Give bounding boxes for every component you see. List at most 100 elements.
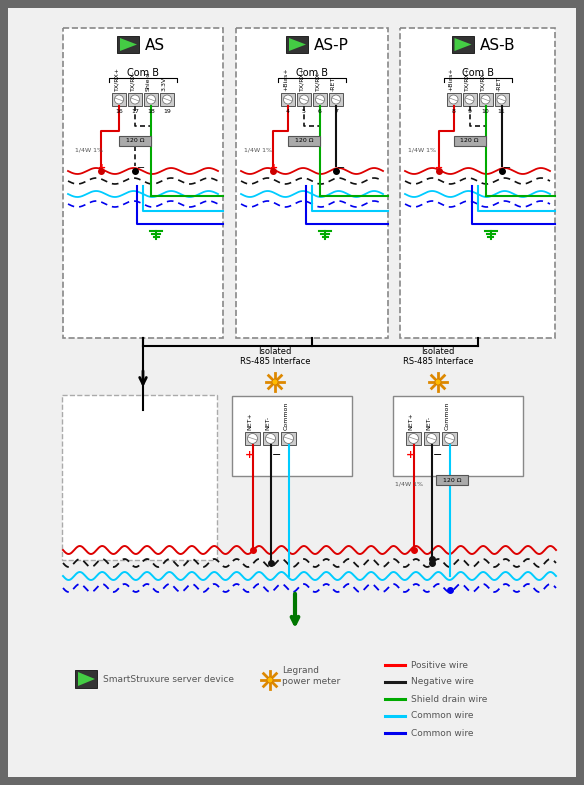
Bar	[393, 396, 523, 476]
Text: TX/RX+: TX/RX+	[464, 67, 470, 91]
Circle shape	[465, 95, 474, 104]
Text: 10: 10	[482, 109, 489, 114]
Text: TX/RX-: TX/RX-	[130, 70, 135, 91]
Text: 19: 19	[163, 109, 171, 114]
Polygon shape	[454, 38, 471, 51]
Text: −: −	[337, 163, 345, 173]
Circle shape	[272, 379, 278, 385]
Text: 4: 4	[286, 109, 290, 114]
Text: Negative wire: Negative wire	[411, 677, 474, 687]
Circle shape	[444, 433, 454, 444]
Text: +: +	[98, 163, 106, 173]
Text: Common: Common	[283, 402, 288, 430]
Text: +: +	[245, 450, 254, 460]
Text: Com B: Com B	[461, 68, 493, 78]
Text: Isolated
RS-485 Interface: Isolated RS-485 Interface	[403, 347, 473, 366]
Circle shape	[481, 95, 490, 104]
Text: 9: 9	[468, 109, 471, 114]
Text: −: −	[433, 450, 442, 460]
Bar	[119, 136, 151, 146]
Text: NET+: NET+	[408, 412, 413, 430]
Text: TX/RX+: TX/RX+	[114, 67, 119, 91]
Text: 120 Ω: 120 Ω	[295, 138, 313, 144]
Text: TX/RX-: TX/RX-	[315, 70, 320, 91]
Text: TX/RX-: TX/RX-	[481, 70, 485, 91]
Bar	[329, 93, 343, 106]
Bar	[447, 93, 461, 106]
Bar	[286, 36, 308, 53]
Text: NET-: NET-	[266, 416, 270, 430]
Text: -RET: -RET	[496, 77, 502, 91]
Bar	[112, 93, 126, 106]
Text: 1/4W 1%: 1/4W 1%	[395, 481, 423, 486]
Bar	[160, 93, 174, 106]
Circle shape	[426, 433, 436, 444]
Polygon shape	[289, 38, 306, 51]
Text: Com B: Com B	[127, 68, 159, 78]
Text: 11: 11	[498, 109, 505, 114]
Circle shape	[435, 379, 441, 385]
Text: Shield drain wire: Shield drain wire	[411, 695, 488, 703]
Text: 8: 8	[451, 109, 456, 114]
Text: AS-P: AS-P	[314, 38, 349, 53]
Polygon shape	[120, 38, 137, 51]
Text: +: +	[436, 163, 444, 173]
Text: Legrand
power meter: Legrand power meter	[282, 666, 340, 686]
Text: +: +	[270, 163, 278, 173]
Text: Shield: Shield	[146, 71, 151, 91]
Circle shape	[248, 433, 258, 444]
Bar	[236, 28, 388, 338]
Text: +Bias+: +Bias+	[283, 68, 288, 91]
Bar	[281, 93, 295, 106]
Text: 1/4W 1%: 1/4W 1%	[244, 147, 272, 152]
Bar	[281, 432, 296, 445]
Circle shape	[130, 95, 140, 104]
Text: 120 Ω: 120 Ω	[126, 138, 144, 144]
Bar	[75, 670, 97, 688]
Bar	[424, 432, 439, 445]
Text: 17: 17	[131, 109, 139, 114]
Circle shape	[162, 95, 172, 104]
Text: 1/4W 1%: 1/4W 1%	[408, 147, 436, 152]
Text: Com B: Com B	[296, 68, 328, 78]
Bar	[288, 136, 320, 146]
Bar	[436, 475, 468, 485]
Text: 6: 6	[318, 109, 322, 114]
Text: NET+: NET+	[248, 412, 252, 430]
Circle shape	[283, 95, 293, 104]
Bar	[63, 28, 223, 338]
Bar	[478, 93, 492, 106]
Text: Common wire: Common wire	[411, 728, 474, 737]
Text: -RET: -RET	[331, 77, 336, 91]
Bar	[128, 93, 142, 106]
Text: +: +	[405, 450, 415, 460]
Bar	[144, 93, 158, 106]
Text: 120 Ω: 120 Ω	[443, 477, 461, 483]
Bar	[454, 136, 485, 146]
Circle shape	[267, 677, 273, 683]
Text: −: −	[137, 163, 145, 173]
Bar	[463, 93, 477, 106]
Text: TX/RX+: TX/RX+	[299, 67, 304, 91]
Bar	[117, 36, 139, 53]
Text: 7: 7	[334, 109, 338, 114]
Text: AS-B: AS-B	[479, 38, 515, 53]
Text: 5: 5	[302, 109, 306, 114]
Text: Positive wire: Positive wire	[411, 660, 468, 670]
Text: 120 Ω: 120 Ω	[460, 138, 479, 144]
Text: 18: 18	[147, 109, 155, 114]
Text: 3.3V: 3.3V	[162, 77, 167, 91]
Bar	[297, 93, 311, 106]
Bar	[313, 93, 327, 106]
Bar	[400, 28, 555, 338]
Bar	[451, 36, 474, 53]
Text: Common: Common	[444, 402, 450, 430]
Text: Isolated
RS-485 Interface: Isolated RS-485 Interface	[240, 347, 310, 366]
Bar	[232, 396, 352, 476]
Text: 1/4W 1%: 1/4W 1%	[75, 147, 103, 152]
Text: 16: 16	[115, 109, 123, 114]
Circle shape	[408, 433, 419, 444]
Text: −: −	[502, 163, 510, 173]
Bar	[442, 432, 457, 445]
Text: AS: AS	[145, 38, 165, 53]
